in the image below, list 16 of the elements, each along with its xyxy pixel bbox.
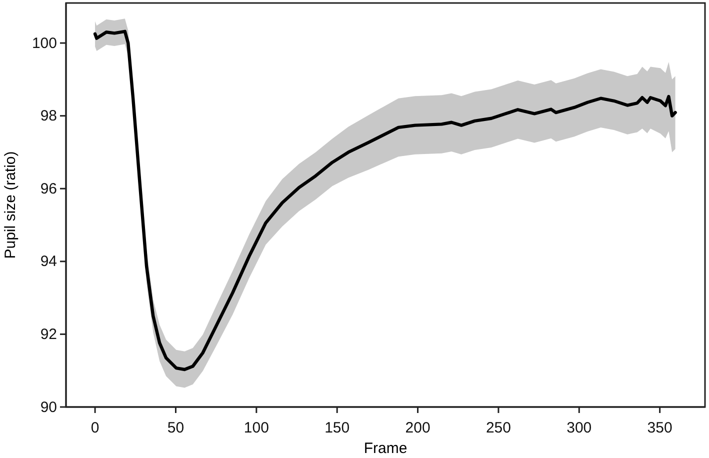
x-axis-title: Frame (364, 440, 408, 457)
y-tick-label: 92 (40, 326, 57, 344)
x-tick-label: 50 (167, 420, 184, 436)
x-tick-label: 350 (647, 420, 672, 436)
y-tick-label: 100 (32, 34, 57, 52)
y-tick-label: 94 (40, 253, 57, 270)
y-tick-label: 90 (40, 398, 57, 416)
x-tick-label: 250 (486, 420, 511, 436)
y-tick-label: 98 (40, 108, 57, 125)
x-tick-label: 200 (405, 420, 430, 436)
y-axis-title: Pupil size (ratio) (2, 151, 19, 259)
x-tick-label: 100 (244, 420, 269, 436)
x-tick-label: 300 (566, 420, 592, 436)
x-tick-label: 0 (90, 420, 100, 436)
x-tick-label: 150 (324, 420, 350, 436)
y-tick-label: 96 (40, 180, 57, 198)
